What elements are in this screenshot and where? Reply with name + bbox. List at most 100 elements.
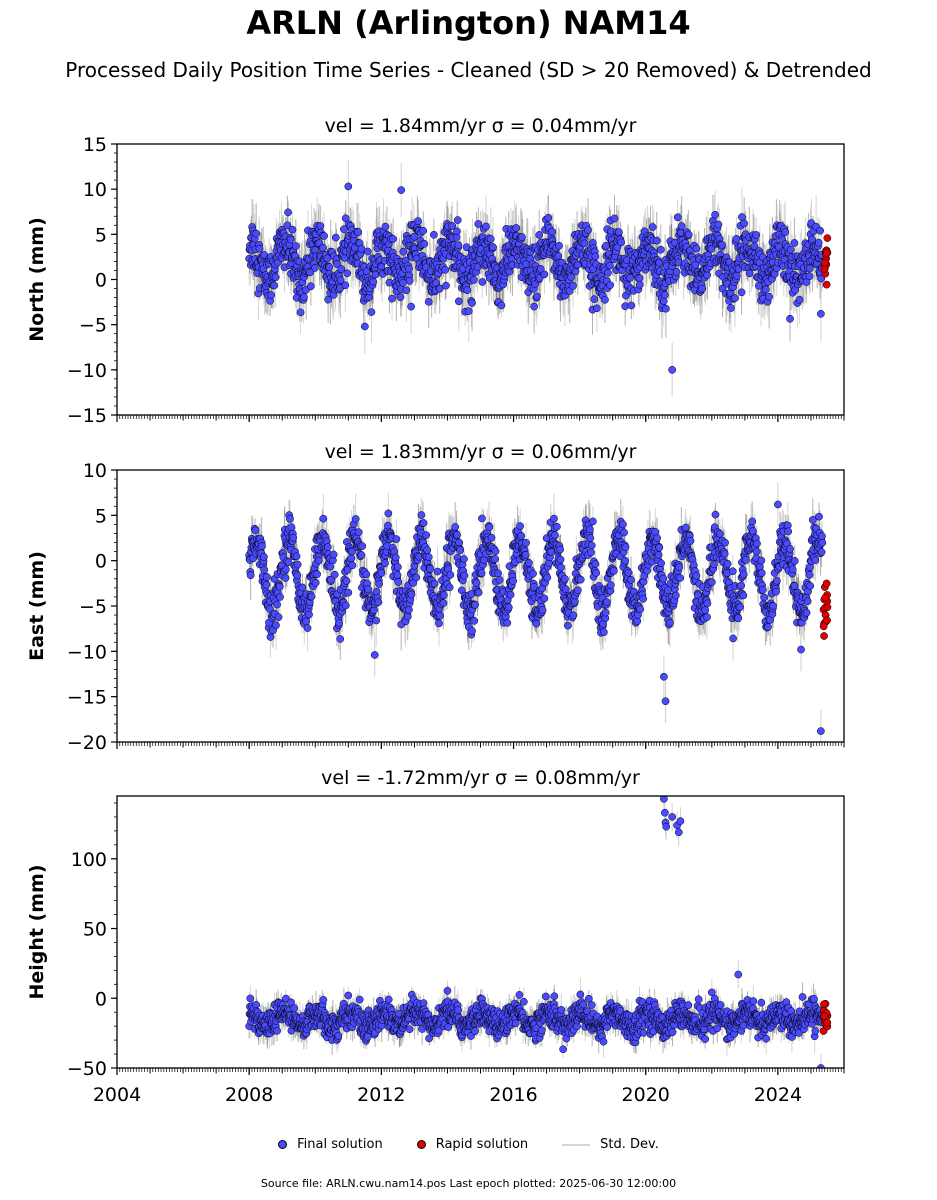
final-point — [529, 569, 537, 578]
final-point — [815, 512, 823, 521]
final-point — [610, 214, 619, 223]
final-point — [814, 238, 823, 247]
final-point — [553, 522, 561, 531]
final-point — [311, 578, 320, 587]
final-point — [497, 301, 506, 310]
final-point — [535, 231, 544, 239]
rapid-point — [823, 616, 831, 625]
final-point — [624, 568, 633, 577]
north-rapid-points — [820, 234, 832, 289]
final-point — [270, 281, 278, 290]
final-point — [307, 282, 315, 291]
final-point — [468, 627, 476, 635]
final-point — [711, 210, 719, 219]
final-point — [605, 261, 614, 270]
final-point — [284, 558, 293, 567]
final-point — [530, 302, 538, 311]
final-point — [471, 1027, 479, 1036]
final-point — [636, 605, 645, 614]
height-final-points — [245, 796, 827, 1068]
final-point — [686, 537, 695, 545]
final-point — [252, 229, 261, 238]
rapid-point — [821, 258, 829, 267]
final-point — [407, 590, 416, 599]
final-point — [538, 606, 547, 614]
final-point — [320, 232, 328, 240]
final-point — [423, 546, 432, 554]
final-point — [784, 527, 793, 536]
final-point — [659, 574, 668, 583]
final-point — [698, 284, 707, 293]
x-tick-label: 2024 — [754, 1084, 802, 1106]
final-point — [710, 560, 718, 569]
final-point — [357, 244, 366, 253]
y-tick-label: 50 — [83, 919, 107, 941]
rapid-point — [822, 280, 831, 289]
final-point — [335, 619, 343, 628]
east-rapid-points — [819, 579, 832, 640]
final-point — [367, 308, 376, 316]
final-point — [569, 281, 577, 290]
rapid-point — [820, 1000, 828, 1009]
final-point — [474, 588, 483, 597]
north-y-axis-label: North (mm) — [26, 217, 48, 342]
final-point — [772, 576, 781, 585]
final-point — [307, 592, 316, 601]
final-point — [684, 1001, 693, 1009]
y-tick-label: 10 — [83, 460, 107, 482]
final-point — [675, 563, 683, 572]
rapid-point — [823, 603, 832, 612]
final-point — [557, 1005, 566, 1014]
final-point — [765, 292, 773, 301]
final-point — [757, 998, 766, 1007]
x-tick-label: 2016 — [489, 1084, 537, 1106]
final-point — [351, 515, 360, 523]
final-point — [805, 571, 814, 579]
final-point — [711, 510, 720, 519]
final-point — [676, 574, 685, 582]
page-title: ARLN (Arlington) NAM14 — [246, 4, 691, 42]
final-point — [485, 523, 494, 532]
final-point — [701, 606, 710, 614]
final-point — [374, 598, 383, 607]
outlier-point — [676, 817, 685, 825]
final-point — [759, 586, 767, 594]
x-tick-label: 2012 — [357, 1084, 405, 1106]
final-point — [486, 235, 495, 243]
final-point — [627, 301, 636, 310]
final-point — [267, 291, 276, 300]
final-point — [707, 245, 716, 253]
final-point — [587, 1001, 596, 1009]
final-point — [470, 276, 478, 284]
final-point — [522, 538, 530, 547]
final-point — [273, 600, 281, 609]
final-point — [691, 261, 700, 269]
rapid-marker-icon — [416, 1140, 426, 1149]
outlier-point — [407, 302, 415, 311]
final-point — [810, 995, 818, 1003]
final-point — [521, 551, 530, 559]
final-point — [341, 214, 350, 223]
final-point — [516, 522, 525, 530]
final-point — [419, 519, 428, 527]
final-point — [460, 571, 469, 580]
final-point — [251, 526, 260, 535]
final-point — [340, 225, 348, 234]
final-point — [330, 570, 339, 579]
final-point — [515, 991, 524, 999]
outlier-point — [661, 697, 670, 706]
final-point — [556, 555, 565, 564]
legend-rapid-label: Rapid solution — [435, 1137, 529, 1152]
final-point — [672, 268, 681, 276]
legend-item-final: Final solution — [278, 1137, 383, 1152]
final-point — [569, 611, 578, 620]
final-point — [430, 230, 438, 239]
final-point — [489, 243, 497, 252]
final-point — [344, 588, 353, 597]
final-point — [621, 556, 630, 565]
final-point — [470, 616, 479, 625]
final-point — [518, 233, 526, 241]
final-point — [703, 271, 711, 279]
final-point — [681, 523, 690, 532]
